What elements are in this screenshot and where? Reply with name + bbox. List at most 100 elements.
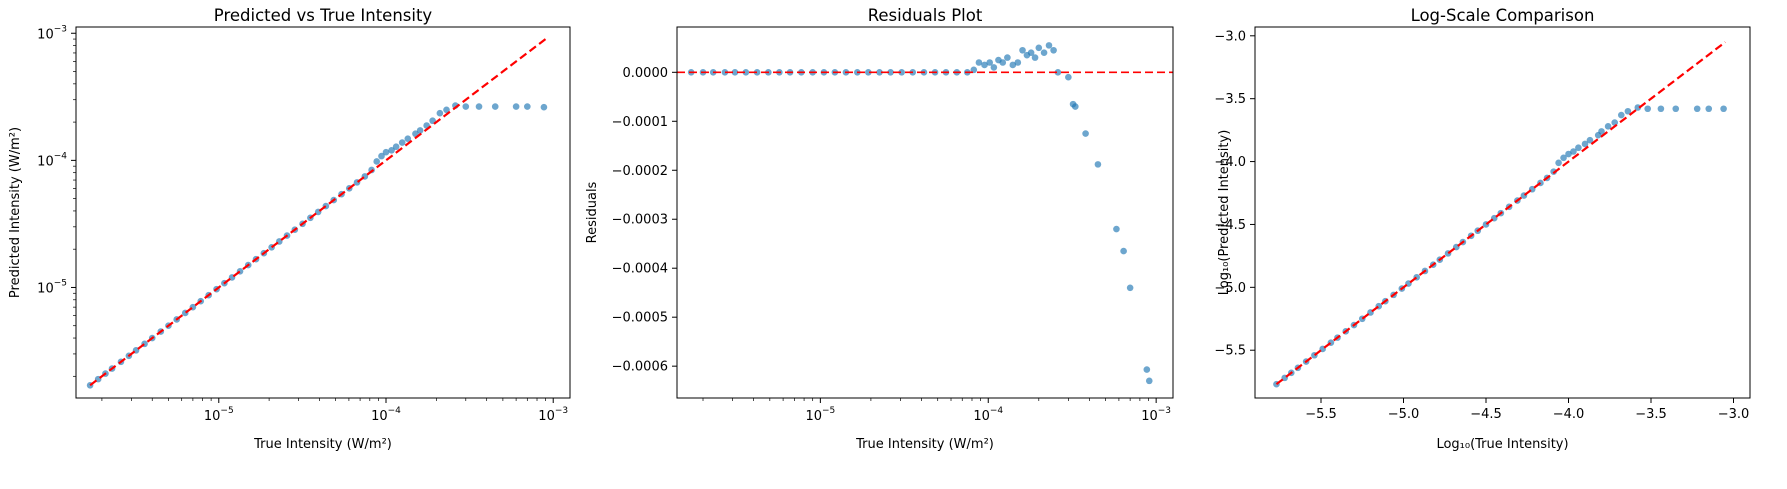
- x-tick-label: −4.0: [1553, 407, 1585, 422]
- data-point: [404, 135, 412, 143]
- data-point: [378, 152, 385, 160]
- data-point: [1624, 107, 1632, 115]
- data-point: [1065, 73, 1072, 81]
- data-point: [443, 106, 450, 114]
- y-tick-label: 10−3: [37, 24, 67, 42]
- data-point: [1705, 105, 1713, 113]
- tick-label-exponent: −4: [54, 151, 68, 161]
- data-point: [1019, 46, 1026, 54]
- data-point: [1657, 105, 1665, 113]
- data-point: [1693, 105, 1701, 113]
- data-point: [1126, 284, 1134, 292]
- data-point: [475, 103, 483, 110]
- data-point: [975, 59, 983, 66]
- tick-label-exponent: −4: [388, 406, 402, 416]
- y-tick-label: −3.0: [1214, 29, 1246, 44]
- reference-line: [1275, 41, 1726, 386]
- data-point: [1586, 136, 1594, 144]
- y-tick-label: −5.0: [1214, 281, 1246, 296]
- data-point: [416, 127, 424, 134]
- tick-label-exponent: −5: [220, 406, 233, 416]
- y-tick-label: −0.0002: [612, 164, 668, 179]
- chart-panel-3: Log-Scale Comparison Log₁₀(True Intensity…: [1214, 6, 1751, 452]
- tick-label-exponent: −5: [54, 278, 67, 288]
- chart-panel-1: Predicted vs True Intensity True Intensit…: [8, 6, 571, 452]
- y-axis-label: Log₁₀(Predicted Intensity): [1217, 130, 1232, 296]
- data-point: [524, 103, 531, 110]
- chart-title: Residuals Plot: [868, 6, 983, 25]
- tick-label-exponent: −4: [990, 406, 1004, 416]
- tick-label-base: 10: [1141, 409, 1158, 424]
- x-tick-label: 10−5: [805, 406, 835, 424]
- x-tick-label: 10−3: [1141, 406, 1171, 424]
- y-tick-label: −5.5: [1214, 344, 1246, 359]
- data-point: [373, 158, 381, 165]
- data-point: [512, 103, 520, 110]
- data-point: [1720, 105, 1727, 113]
- x-tick-label: 10−4: [371, 406, 401, 424]
- data-point: [1035, 44, 1043, 52]
- x-tick-label: −3.5: [1635, 407, 1667, 422]
- plot-area-frame: [75, 26, 571, 399]
- tick-label-exponent: −3: [54, 24, 67, 34]
- tick-label-base: 10: [37, 154, 54, 169]
- data-point: [731, 69, 739, 76]
- data-point: [1050, 46, 1057, 54]
- data-point: [1634, 104, 1642, 111]
- x-tick-label: −3.0: [1718, 407, 1750, 422]
- tick-label-exponent: −5: [822, 406, 835, 416]
- y-tick-label: 0.0000: [623, 66, 669, 81]
- plot-area-frame: [1254, 26, 1751, 399]
- data-point: [1082, 130, 1089, 137]
- y-axis-label: Predicted Intensity (W/m²): [8, 127, 23, 298]
- data-point: [887, 69, 894, 76]
- data-point: [1581, 140, 1589, 148]
- x-tick-label: −5.5: [1305, 407, 1337, 422]
- x-axis-label: Log₁₀(True Intensity): [1436, 437, 1568, 452]
- y-tick-label: −4.5: [1214, 218, 1246, 233]
- data-point: [1094, 161, 1102, 168]
- data-point: [1145, 377, 1153, 385]
- plot-area-frame: [676, 26, 1174, 399]
- data-point: [1611, 119, 1618, 126]
- data-points: [86, 102, 548, 389]
- data-point: [990, 64, 998, 71]
- data-point: [1560, 154, 1567, 162]
- data-point: [1555, 159, 1562, 167]
- data-point: [540, 103, 548, 111]
- data-point: [1014, 59, 1022, 66]
- data-point: [1575, 144, 1582, 152]
- data-point: [1570, 148, 1577, 155]
- data-point: [398, 139, 406, 146]
- y-tick-label: 10−5: [37, 278, 67, 296]
- x-tick-label: −4.5: [1470, 407, 1502, 422]
- data-points: [687, 42, 1153, 385]
- tick-label-base: 10: [204, 409, 221, 424]
- tick-label-base: 10: [805, 409, 822, 424]
- tick-label-base: 10: [371, 409, 388, 424]
- data-point: [1045, 42, 1053, 49]
- data-point: [753, 69, 761, 76]
- data-point: [1565, 150, 1572, 158]
- x-tick-label: −5.0: [1388, 407, 1420, 422]
- tick-label-base: 10: [538, 409, 555, 424]
- data-point: [742, 69, 750, 76]
- data-point: [1598, 128, 1605, 135]
- data-points: [1273, 104, 1727, 388]
- data-point: [1009, 61, 1017, 69]
- data-point: [1040, 49, 1048, 57]
- data-point: [1143, 366, 1151, 373]
- tick-label-base: 10: [37, 27, 54, 42]
- tick-label-base: 10: [37, 281, 54, 296]
- data-point: [1004, 54, 1011, 61]
- y-tick-label: −0.0003: [612, 213, 668, 228]
- data-point: [1120, 247, 1127, 255]
- chart-panel-2: Residuals Plot True Intensity (W/m²) Resid…: [585, 6, 1174, 452]
- y-tick-label: −3.5: [1214, 92, 1246, 107]
- data-point: [462, 103, 470, 110]
- tick-label-exponent: −3: [555, 406, 568, 416]
- data-point: [1113, 225, 1120, 233]
- data-point: [392, 143, 400, 151]
- y-axis-label: Residuals: [585, 181, 600, 243]
- data-point: [999, 59, 1007, 66]
